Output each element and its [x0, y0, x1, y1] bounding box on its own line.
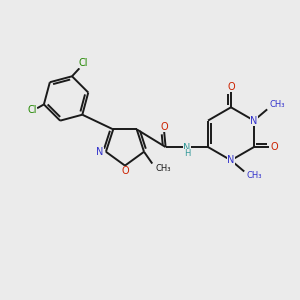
Text: CH₃: CH₃ — [269, 100, 285, 109]
Text: N: N — [96, 147, 104, 157]
Text: CH₃: CH₃ — [247, 171, 262, 180]
Text: N: N — [250, 116, 258, 126]
Text: O: O — [227, 82, 235, 92]
Text: Cl: Cl — [79, 58, 88, 68]
Text: O: O — [160, 122, 168, 132]
Text: O: O — [121, 167, 129, 176]
Text: O: O — [270, 142, 278, 152]
Text: H: H — [184, 149, 190, 158]
Text: N: N — [227, 155, 235, 165]
Text: CH₃: CH₃ — [155, 164, 171, 173]
Text: Cl: Cl — [28, 105, 38, 115]
Text: N: N — [183, 142, 190, 153]
